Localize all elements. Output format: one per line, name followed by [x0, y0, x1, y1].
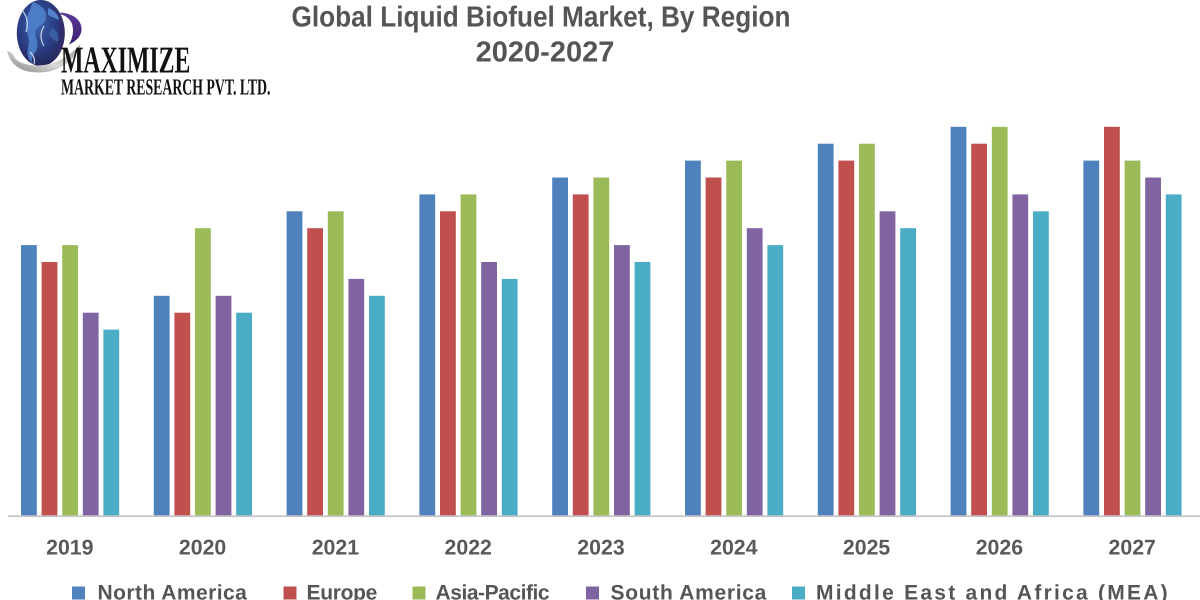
svg-text:2020-2027: 2020-2027 [476, 37, 615, 69]
svg-text:2027: 2027 [1109, 536, 1156, 560]
svg-text:2024: 2024 [710, 536, 758, 560]
svg-text:Asia-Pacific: Asia-Pacific [436, 582, 550, 600]
svg-text:MARKET RESEARCH PVT. LTD.: MARKET RESEARCH PVT. LTD. [61, 74, 270, 99]
svg-text:North America: North America [98, 582, 248, 600]
svg-text:2021: 2021 [312, 536, 360, 560]
svg-text:Global Liquid Biofuel Market,: Global Liquid Biofuel Market, By Region [291, 1, 790, 33]
svg-text:Europe: Europe [307, 582, 378, 600]
svg-text:2023: 2023 [577, 536, 625, 560]
svg-text:MAXIMIZE: MAXIMIZE [61, 40, 190, 82]
svg-text:2020: 2020 [179, 536, 226, 560]
svg-text:2026: 2026 [976, 536, 1024, 560]
svg-text:2022: 2022 [445, 536, 492, 560]
svg-text:South America: South America [611, 582, 768, 600]
svg-text:2019: 2019 [46, 536, 94, 560]
svg-text:2025: 2025 [843, 536, 891, 560]
svg-text:Middle East and Africa (MEA): Middle East and Africa (MEA) [816, 582, 1170, 600]
